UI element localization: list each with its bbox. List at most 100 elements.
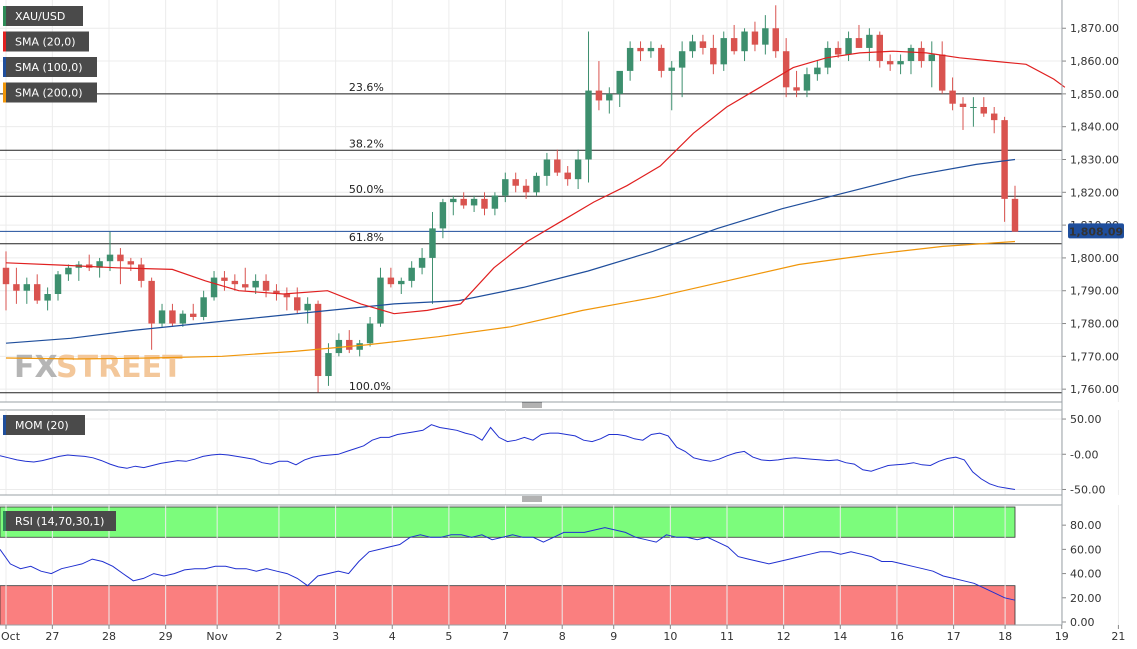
rsi-line — [0, 527, 1016, 601]
candle-body — [699, 41, 707, 48]
candle-body — [678, 51, 686, 68]
candle-body — [564, 172, 571, 180]
candle-body — [304, 303, 311, 311]
price-y-tick-label: 1,850.00 — [1070, 88, 1119, 101]
fib-level-label: 23.6% — [349, 81, 384, 94]
price-panel: FX STREET 23.6% 38.2% 50.0% 61.8% 100.0% 1,7… — [0, 0, 1124, 403]
x-tick-label: 27 — [45, 630, 59, 643]
candle-body — [959, 103, 967, 107]
candlesticks — [2, 5, 1019, 393]
x-tick-label: 28 — [102, 630, 116, 643]
legend-label: SMA (20,0) — [15, 36, 76, 49]
rsi-y-tick-label: 20.00 — [1070, 592, 1102, 605]
current-price-badge: 1,808.09 — [1068, 223, 1124, 239]
logo-fx-text: FX — [14, 350, 58, 385]
sma-20-line — [5, 50, 1066, 315]
x-tick-label: 11 — [720, 630, 734, 643]
rsi-y-tick-label: 40.00 — [1070, 568, 1102, 581]
x-tick-label: 7 — [502, 630, 509, 643]
x-tick-label: 12 — [777, 630, 791, 643]
panel-resize-handle-2[interactable] — [522, 496, 542, 502]
candle-body — [990, 113, 998, 121]
candle-body — [637, 47, 644, 52]
candle-body — [876, 34, 883, 62]
rsi-overbought-zone — [0, 506, 1016, 538]
price-y-tick-label: 1,860.00 — [1070, 55, 1119, 68]
candle-body — [138, 264, 145, 281]
x-tick-label: 14 — [833, 630, 847, 643]
legend-box[interactable] — [3, 6, 83, 26]
candle-body — [314, 303, 322, 377]
fib-level-label: 100.0% — [349, 380, 391, 393]
fibonacci-levels: 23.6% 38.2% 50.0% 61.8% 100.0% — [0, 81, 1062, 394]
legend-color-swatch — [3, 82, 6, 103]
momentum-line — [0, 424, 1016, 490]
momentum-panel: 50.00 -0.00 -50.00 MOM (20) — [0, 409, 1119, 496]
price-panel-bg — [0, 0, 1062, 402]
candle-body — [782, 51, 790, 88]
candle-body — [720, 38, 727, 65]
candle-body — [928, 54, 936, 62]
candle-body — [907, 47, 915, 62]
current-price-badge-bg — [1068, 223, 1124, 239]
candle-body — [294, 297, 301, 311]
candle-body — [387, 277, 395, 285]
candle-body — [200, 297, 207, 317]
candle-body — [54, 274, 62, 295]
candle-body — [574, 159, 582, 180]
legend-box[interactable] — [3, 31, 89, 52]
legend-box[interactable] — [3, 415, 85, 435]
time-x-axis: Oct272829Nov2345789101112141617181921222… — [1, 625, 1125, 643]
candle-body — [65, 267, 72, 275]
panel-resize-handle[interactable] — [522, 402, 542, 408]
momentum-grid — [0, 410, 1119, 495]
x-tick-label: Oct — [1, 630, 21, 643]
legend-box[interactable] — [3, 82, 97, 103]
fxstreet-logo: FX STREET — [14, 350, 183, 385]
candle-body — [169, 310, 176, 324]
candle-body — [543, 159, 551, 176]
candle-body — [325, 353, 332, 377]
x-tick-label: 21 — [1111, 630, 1125, 643]
candle-body — [918, 47, 925, 62]
candle-body — [866, 34, 873, 48]
candle-body — [512, 179, 519, 186]
candle-body — [33, 284, 41, 301]
momentum-legend: MOM (20) — [3, 415, 85, 435]
fib-level-label: 61.8% — [349, 231, 384, 244]
candle-body — [606, 93, 613, 101]
price-y-tick-label: 1,840.00 — [1070, 121, 1119, 134]
candle-body — [408, 267, 415, 281]
candle-body — [283, 294, 291, 298]
candle-body — [616, 70, 623, 94]
legend-color-swatch — [3, 57, 6, 77]
legend-box[interactable] — [3, 57, 97, 77]
x-tick-label: 19 — [1055, 630, 1069, 643]
legend-color-swatch — [3, 415, 6, 435]
fib-level-label: 38.2% — [349, 137, 384, 150]
candle-body — [377, 277, 384, 324]
price-y-tick-label: 1,790.00 — [1070, 285, 1119, 298]
legend-box[interactable] — [3, 511, 116, 531]
price-y-tick-label: 1,760.00 — [1070, 383, 1119, 396]
rsi-oversold-zone — [0, 585, 1016, 626]
momentum-y-tick-label: -50.00 — [1070, 483, 1105, 496]
price-y-tick-label: 1,830.00 — [1070, 153, 1119, 166]
sma-100-line — [5, 158, 1016, 344]
candle-body — [595, 90, 603, 101]
price-y-tick-label: 1,780.00 — [1070, 318, 1119, 331]
momentum-y-axis: 50.00 -0.00 -50.00 — [1062, 413, 1105, 496]
candle-body — [158, 310, 166, 324]
candle-body — [554, 159, 561, 173]
candle-body — [418, 257, 426, 268]
candle-body — [897, 61, 904, 65]
candle-body — [106, 254, 114, 262]
candle-body — [346, 339, 353, 350]
candle-body — [221, 277, 228, 281]
price-y-tick-label: 1,870.00 — [1070, 22, 1119, 35]
candle-body — [491, 195, 499, 209]
x-tick-label: 9 — [610, 630, 617, 643]
candle-body — [626, 47, 634, 71]
candle-body — [398, 280, 405, 285]
